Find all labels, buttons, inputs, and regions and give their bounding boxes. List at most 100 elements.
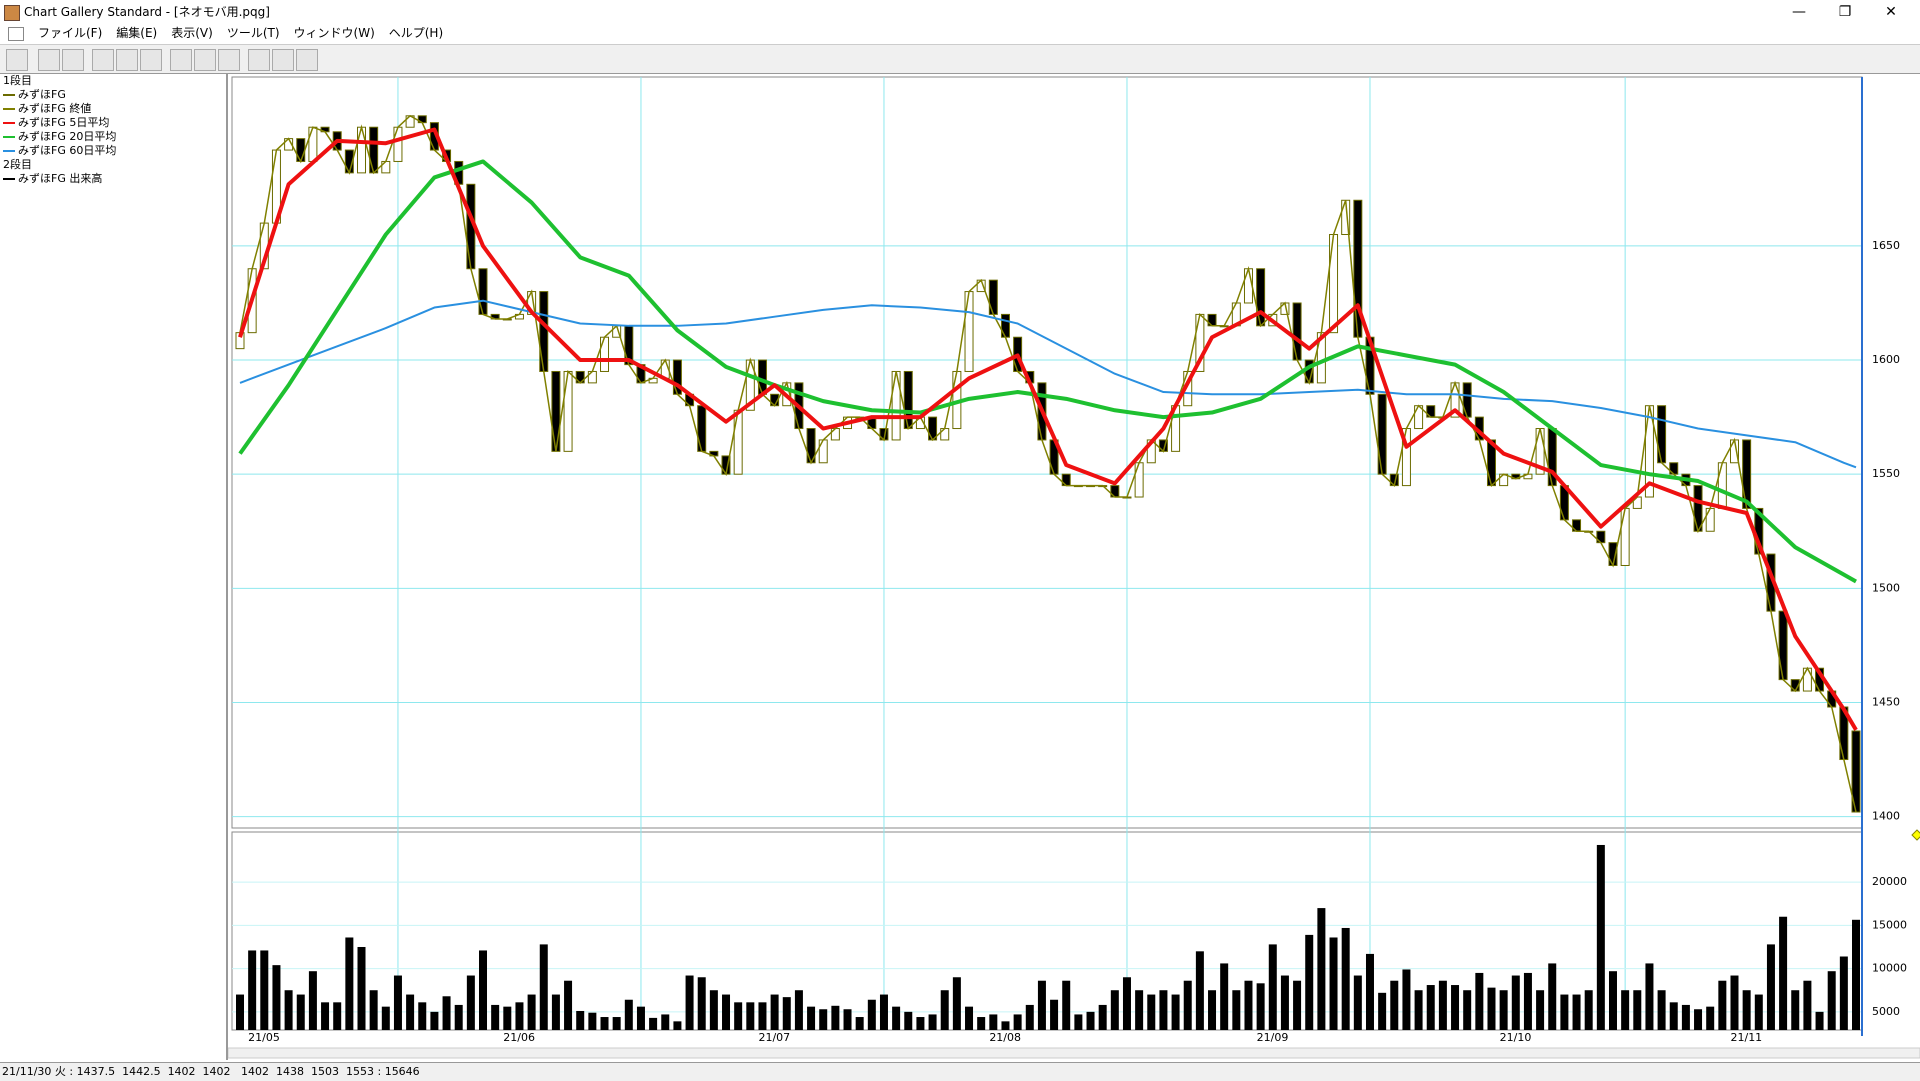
volume-bar [588, 1012, 597, 1030]
volume-bar [393, 975, 402, 1030]
volume-bar [1852, 919, 1860, 1030]
moving-average-line [239, 299, 1857, 469]
volume-bar [1341, 927, 1350, 1030]
x-tick-label: 21/10 [1500, 1031, 1532, 1044]
chart: 1400 1450 1500 1550 1600 1650 5000 10000 15000 20… [228, 74, 1920, 1060]
window-title: Chart Gallery Standard - [ネオモバ用.pqg] [24, 5, 270, 19]
menu-item[interactable]: 表示(V) [171, 26, 213, 40]
candle-body [308, 126, 318, 162]
candle-body [1778, 610, 1788, 681]
candle-body [393, 126, 403, 162]
legend-entry: みずほFG 出来高 [0, 172, 226, 186]
volume-bar [1779, 916, 1788, 1030]
x-tick-label: 21/07 [758, 1031, 790, 1044]
legend-label: みずほFG 5日平均 [18, 116, 110, 129]
volume-bar [794, 990, 803, 1030]
tool-button[interactable] [6, 49, 28, 71]
volume-bar [1135, 990, 1144, 1030]
volume-bar [1426, 985, 1435, 1030]
candle-body [1134, 462, 1144, 498]
volume-bar [1681, 1004, 1690, 1030]
legend-swatch [3, 136, 15, 138]
volume-bar [1706, 1006, 1715, 1030]
tool-button[interactable] [116, 49, 138, 71]
candle-body [1742, 439, 1752, 509]
volume-bar [904, 1011, 913, 1030]
volume-bar [260, 950, 269, 1030]
volume-bar [1353, 975, 1362, 1030]
tool-button[interactable] [194, 49, 216, 71]
volume-bar [466, 975, 475, 1030]
tool-button[interactable] [296, 49, 318, 71]
candle-body [988, 279, 998, 315]
volume-bar [1815, 1011, 1824, 1030]
restore-button[interactable]: ❐ [1838, 4, 1852, 20]
legend-entry: みずほFG 20日平均 [0, 130, 226, 144]
tool-button[interactable] [248, 49, 270, 71]
tool-button[interactable] [38, 49, 60, 71]
volume-bar [1608, 971, 1617, 1030]
volume-bar [1803, 980, 1812, 1030]
tool-button[interactable] [62, 49, 84, 71]
volume-bar [1305, 934, 1314, 1030]
volume-bar [551, 994, 560, 1030]
volume-bar [1511, 975, 1520, 1030]
menu-item[interactable]: 編集(E) [116, 26, 158, 40]
menu-item[interactable]: ウィンドウ(W) [293, 26, 375, 40]
volume-bar [1390, 980, 1399, 1030]
x-tick-label: 21/08 [989, 1031, 1021, 1044]
menu-item[interactable]: ファイル(F) [38, 26, 103, 40]
volume-bar [1062, 980, 1071, 1030]
volume-bar [1147, 994, 1156, 1030]
app-icon [4, 5, 20, 21]
menu-item[interactable]: ヘルプ(H) [388, 26, 444, 40]
candle-body [1705, 507, 1715, 532]
x-tick-label: 21/06 [503, 1031, 535, 1044]
legend-label: みずほFG 60日平均 [18, 144, 117, 157]
y-tick-label: 10000 [1872, 962, 1907, 975]
volume-bar [357, 946, 366, 1030]
volume-bar [1280, 975, 1289, 1030]
chart-background [228, 74, 1920, 1060]
tool-button[interactable] [140, 49, 162, 71]
volume-bar [1183, 980, 1192, 1030]
volume-bar [709, 990, 718, 1030]
volume-bar [892, 1006, 901, 1030]
legend-panel: 1段目 みずほFG みずほFG 終値 みずほFG 5日平均 みずほFG 20日平均 みずほ… [0, 74, 228, 1060]
volume-bar [296, 994, 305, 1030]
menu-item[interactable]: ツール(T) [226, 26, 280, 40]
volume-bar [928, 1014, 937, 1030]
x-tick-label: 21/09 [1257, 1031, 1289, 1044]
volume-bar [1499, 990, 1508, 1030]
candle-body [1377, 393, 1387, 475]
volume-bar [819, 1009, 828, 1030]
menu-bar: ファイル(F) 編集(E) 表示(V) ツール(T) ウィンドウ(W) ヘルプ(H) [0, 24, 1920, 43]
volume-bar [1475, 972, 1484, 1030]
volume-bar [673, 1021, 682, 1030]
volume-bar [1694, 1009, 1703, 1030]
volume-bar [564, 980, 573, 1030]
volume-bar [1839, 956, 1848, 1030]
moving-average-line [238, 159, 1857, 584]
candle-body [539, 291, 549, 372]
volume-bar [1317, 908, 1326, 1030]
legend-swatch [3, 178, 15, 180]
minimize-button[interactable]: — [1792, 4, 1806, 20]
tool-button[interactable] [272, 49, 294, 71]
volume-bar [406, 994, 415, 1030]
legend-label: みずほFG 終値 [18, 102, 92, 115]
volume-bar [685, 975, 694, 1030]
candle-body [818, 439, 828, 464]
volume-bar [1159, 990, 1168, 1030]
volume-bar [1378, 992, 1387, 1030]
volume-bar [879, 994, 888, 1030]
volume-bar [1657, 990, 1666, 1030]
close-button[interactable]: ✕ [1885, 4, 1897, 20]
y-tick-label: 1450 [1872, 695, 1900, 708]
tool-button[interactable] [170, 49, 192, 71]
candle-body [369, 126, 379, 174]
volume-bar [1050, 999, 1059, 1030]
tool-button[interactable] [92, 49, 114, 71]
tool-button[interactable] [218, 49, 240, 71]
